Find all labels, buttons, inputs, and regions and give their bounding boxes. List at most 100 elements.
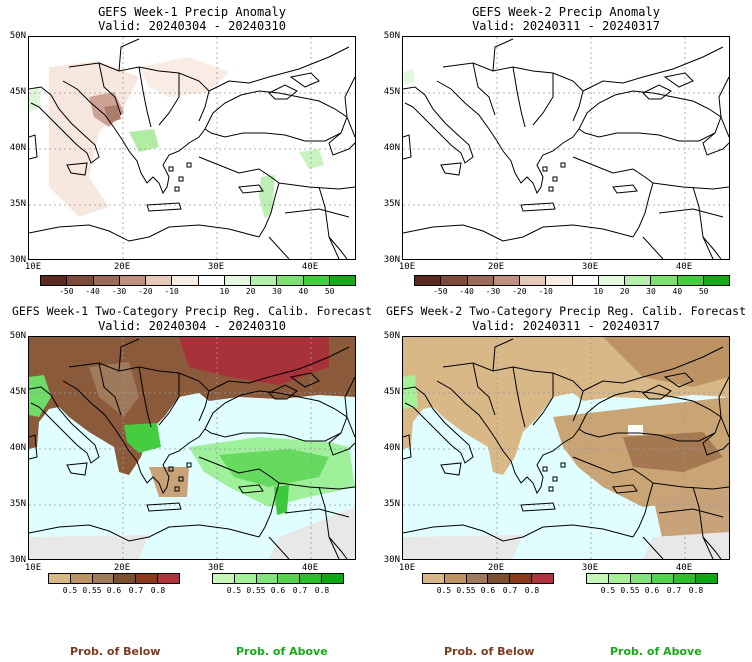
colorbar-swatch (571, 276, 598, 285)
colorbar-swatch (545, 276, 572, 285)
lat-label: 30N (9, 555, 26, 565)
colorbar-swatch (607, 574, 630, 583)
colorbar-swatch (233, 574, 256, 583)
lon-label: 30E (581, 262, 599, 272)
lat-label: 30N (383, 255, 400, 265)
colorbar-tick-label: 0.55 (456, 586, 476, 595)
lon-label: 10E (398, 563, 416, 573)
colorbar-swatch (587, 574, 608, 583)
map-week1-probability (28, 336, 356, 560)
colorbar-swatch (213, 574, 234, 583)
colorbar-tick-label: 30 (646, 287, 656, 296)
colorbar-swatch (597, 276, 624, 285)
lat-label: 40N (383, 143, 400, 153)
colorbar-tick-label: 10 (593, 287, 604, 296)
panel-2-title: GEFS Week-2 Precip Anomaly (472, 5, 660, 19)
colorbar-swatch (277, 574, 300, 583)
lon-label: 20E (113, 262, 131, 272)
lat-label: 35N (383, 499, 400, 509)
lon-label: 20E (487, 563, 505, 573)
colorbar-tick-label: 50 (324, 287, 335, 296)
colorbar-tick-label: 20 (245, 287, 256, 296)
prob-below-colorbar (48, 573, 180, 584)
lat-label: 40N (383, 443, 400, 453)
colorbar-swatch (328, 276, 355, 285)
colorbar-swatch (629, 574, 652, 583)
colorbar-tick-label: 0.55 (620, 586, 640, 595)
colorbar-tick-label: 40 (298, 287, 309, 296)
colorbar-swatch (443, 574, 466, 583)
colorbar-tick-label: -20 (138, 287, 153, 296)
lat-label: 45N (383, 387, 400, 397)
colorbar-swatch (118, 276, 145, 285)
colorbar-tick-label: -20 (512, 287, 527, 296)
lon-label: 40E (675, 563, 693, 573)
lon-label: 10E (24, 563, 42, 573)
prob-below-label: Prob. of Below (444, 645, 535, 658)
colorbar-tick-label: 0.55 (246, 586, 266, 595)
lat-label: 30N (9, 255, 26, 265)
colorbar-swatch (624, 276, 651, 285)
colorbar-swatch (299, 574, 322, 583)
colorbar-swatch (673, 574, 696, 583)
colorbar-swatch (171, 276, 198, 285)
lon-label: 30E (207, 563, 225, 573)
colorbar-tick-label: 0.8 (688, 586, 704, 595)
colorbar-swatch (66, 276, 93, 285)
colorbar-swatch (676, 276, 703, 285)
panel-4-title: GEFS Week-2 Two-Category Precip Reg. Cal… (385, 304, 747, 318)
colorbar-swatch (41, 276, 67, 285)
lon-label: 40E (301, 563, 319, 573)
colorbar-swatch (197, 276, 224, 285)
lon-label: 40E (301, 262, 319, 272)
colorbar-swatch (135, 574, 158, 583)
colorbar-tick-label: 0.5 (600, 586, 616, 595)
panel-4-valid: Valid: 20240311 - 20240317 (472, 319, 660, 333)
prob-above-label: Prob. of Above (236, 645, 328, 658)
lat-label: 35N (383, 199, 400, 209)
lat-label: 45N (9, 87, 26, 97)
colorbar-tick-label: 20 (619, 287, 630, 296)
panel-3-title: GEFS Week-1 Two-Category Precip Reg. Cal… (11, 304, 373, 318)
lon-label: 20E (487, 262, 505, 272)
lat-label: 50N (9, 31, 26, 41)
colorbar-swatch (531, 574, 553, 583)
prob-above-label: Prob. of Above (610, 645, 702, 658)
colorbar-tick-label: -10 (164, 287, 179, 296)
colorbar-swatch (49, 574, 70, 583)
colorbar-tick-label: -50 (59, 287, 74, 296)
colorbar-swatch (92, 276, 119, 285)
colorbar-swatch (157, 574, 179, 583)
map-week1-anomaly (28, 36, 356, 260)
lat-label: 50N (9, 331, 26, 341)
prob-above-colorbar (586, 573, 718, 584)
colorbar-swatch (223, 276, 250, 285)
lat-label: 50N (383, 331, 400, 341)
colorbar-tick-label: 0.6 (480, 586, 496, 595)
colorbar-tick-label: 0.7 (128, 586, 144, 595)
colorbar-swatch (440, 276, 467, 285)
colorbar-swatch (321, 574, 343, 583)
colorbar-tick-label: 0.8 (150, 586, 166, 595)
map-week2-anomaly (402, 36, 730, 260)
colorbar-swatch (695, 574, 717, 583)
colorbar-swatch (519, 276, 546, 285)
colorbar-swatch (466, 276, 493, 285)
lat-label: 30N (383, 555, 400, 565)
colorbar-swatch (113, 574, 136, 583)
lat-label: 45N (383, 87, 400, 97)
colorbar-swatch (255, 574, 278, 583)
colorbar-tick-label: 0.6 (644, 586, 660, 595)
colorbar-tick-label: -40 (85, 287, 100, 296)
colorbar-swatch (702, 276, 729, 285)
lat-label: 40N (9, 143, 26, 153)
prob-below-colorbar (422, 573, 554, 584)
colorbar-tick-label: 0.5 (62, 586, 78, 595)
colorbar-tick-label: 0.7 (292, 586, 308, 595)
colorbar-tick-label: -40 (459, 287, 474, 296)
colorbar-swatch (69, 574, 92, 583)
colorbar-swatch (465, 574, 488, 583)
colorbar-tick-label: 10 (219, 287, 230, 296)
colorbar-swatch (650, 276, 677, 285)
prob-above-colorbar (212, 573, 344, 584)
